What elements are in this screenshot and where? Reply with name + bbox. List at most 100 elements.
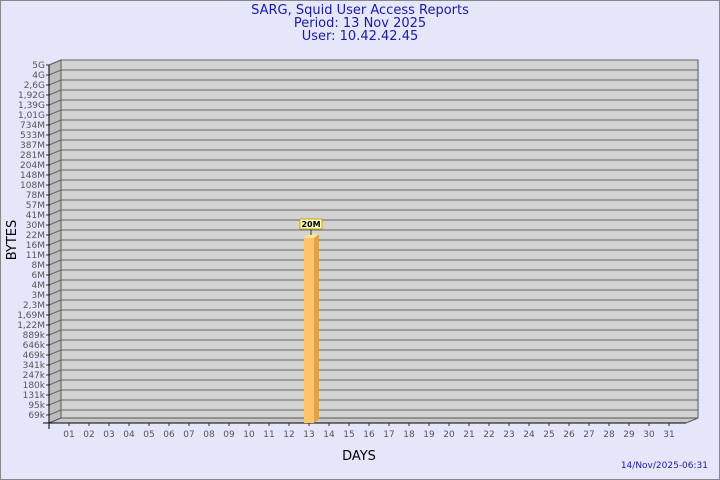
plot-back-wall [60,59,699,419]
y-tick-label: 4G [32,71,45,81]
x-tick-label: 09 [223,430,235,440]
x-tick-label: 26 [563,430,575,440]
gridline-side [48,319,62,326]
gridline-side [48,129,62,136]
y-tick-label: 6M [32,271,46,281]
gridline-side [48,229,62,236]
y-tick-label: 180k [23,381,46,391]
x-tick-label: 05 [143,430,154,440]
y-tick-label: 341k [23,361,46,371]
x-tick-label: 24 [523,430,535,440]
gridline-side [48,389,62,396]
x-tick-label: 28 [603,430,615,440]
gridline-side [48,139,62,146]
x-tick-label: 31 [663,430,674,440]
gridline-side [48,269,62,276]
data-label: 20M [301,220,320,229]
gridline-side [48,279,62,286]
y-tick-label: 1,22M [17,321,45,331]
y-tick-label: 533M [20,131,45,141]
y-tick-label: 2,3M [23,301,45,311]
x-tick-label: 29 [623,430,635,440]
chart-title: SARG, Squid User Access Reports [251,3,469,18]
x-tick-label: 21 [463,430,474,440]
y-tick-label: 734M [20,121,45,131]
gridline-side [48,79,62,86]
x-tick-label: 20 [443,430,455,440]
gridline-side [48,349,62,356]
x-tick-label: 06 [163,430,175,440]
y-tick-label: 78M [26,191,45,201]
gridline-side [48,369,62,376]
gridline-side [48,309,62,316]
gridline-side [48,119,62,126]
y-tick-label: 469k [23,351,46,361]
chart-user: User: 10.42.42.45 [301,29,419,44]
y-tick-label: 22M [26,231,45,241]
y-tick-label: 41M [26,211,45,221]
y-tick-label: 11M [26,251,45,261]
x-tick-label: 19 [423,430,435,440]
gridline-side [48,189,62,196]
x-tick-label: 17 [383,430,394,440]
gridline-side [48,259,62,266]
gridline-side [48,289,62,296]
x-tick-label: 23 [503,430,514,440]
y-axis-label: BYTES [5,220,20,261]
y-tick-label: 247k [23,371,46,381]
gridline-side [48,169,62,176]
x-tick-label: 14 [323,430,335,440]
gridline-side [48,379,62,386]
gridline-side [48,89,62,96]
y-tick-label: 1,01G [18,111,45,121]
y-tick-label: 69k [28,411,45,421]
x-tick-label: 13 [303,430,314,440]
x-tick-label: 27 [583,430,594,440]
y-tick-label: 16M [26,241,45,251]
gridline-side [48,99,62,106]
x-tick-label: 04 [123,430,135,440]
y-tick-label: 1,69M [17,311,45,321]
gridline-side [48,339,62,346]
data-label-box [299,218,323,230]
y-tick-label: 5G [32,61,45,71]
x-tick-label: 11 [263,430,274,440]
x-tick-label: 16 [363,430,375,440]
y-tick-label: 148M [20,171,45,181]
chart-period: Period: 13 Nov 2025 [293,16,427,31]
gridline-side [48,409,62,416]
y-tick-label: 3M [32,291,46,301]
x-tick-label: 25 [543,430,554,440]
gridline-side [48,329,62,336]
gridline-side [48,209,62,216]
y-tick-label: 889k [23,331,46,341]
bar-day-13 [304,237,314,423]
x-tick-label: 08 [203,430,215,440]
y-tick-label: 387M [20,141,45,151]
x-tick-label: 22 [483,430,494,440]
x-tick-label: 07 [183,430,194,440]
x-tick-label: 30 [643,430,655,440]
y-tick-label: 204M [20,161,45,171]
gridline-side [48,179,62,186]
y-tick-label: 131k [23,391,46,401]
bar-side-day-13 [314,233,319,423]
gridline-side [48,359,62,366]
gridline-side [48,59,62,66]
x-tick-label: 02 [83,430,94,440]
gridline-side [48,149,62,156]
x-axis-label: DAYS [342,449,376,464]
gridline-side [48,299,62,306]
y-tick-label: 646k [23,341,46,351]
gridline-side [48,249,62,256]
y-tick-label: 8M [32,261,46,271]
y-tick-label: 281M [20,151,45,161]
x-tick-label: 01 [63,430,74,440]
gridline-side [48,109,62,116]
gridline-side [48,239,62,246]
gridline-side [48,199,62,206]
x-tick-label: 12 [283,430,294,440]
plot-floor [48,417,699,424]
y-tick-label: 95k [28,401,45,411]
bar-top-day-13 [304,233,319,238]
